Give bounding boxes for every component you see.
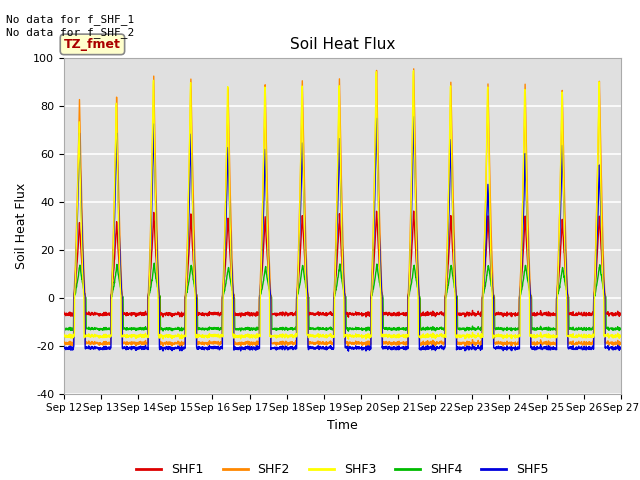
Title: Soil Heat Flux: Soil Heat Flux (290, 37, 395, 52)
Legend: SHF1, SHF2, SHF3, SHF4, SHF5: SHF1, SHF2, SHF3, SHF4, SHF5 (131, 458, 554, 480)
Y-axis label: Soil Heat Flux: Soil Heat Flux (15, 182, 28, 269)
Text: No data for f_SHF_1
No data for f_SHF_2: No data for f_SHF_1 No data for f_SHF_2 (6, 14, 134, 38)
Text: TZ_fmet: TZ_fmet (64, 38, 121, 51)
X-axis label: Time: Time (327, 419, 358, 432)
